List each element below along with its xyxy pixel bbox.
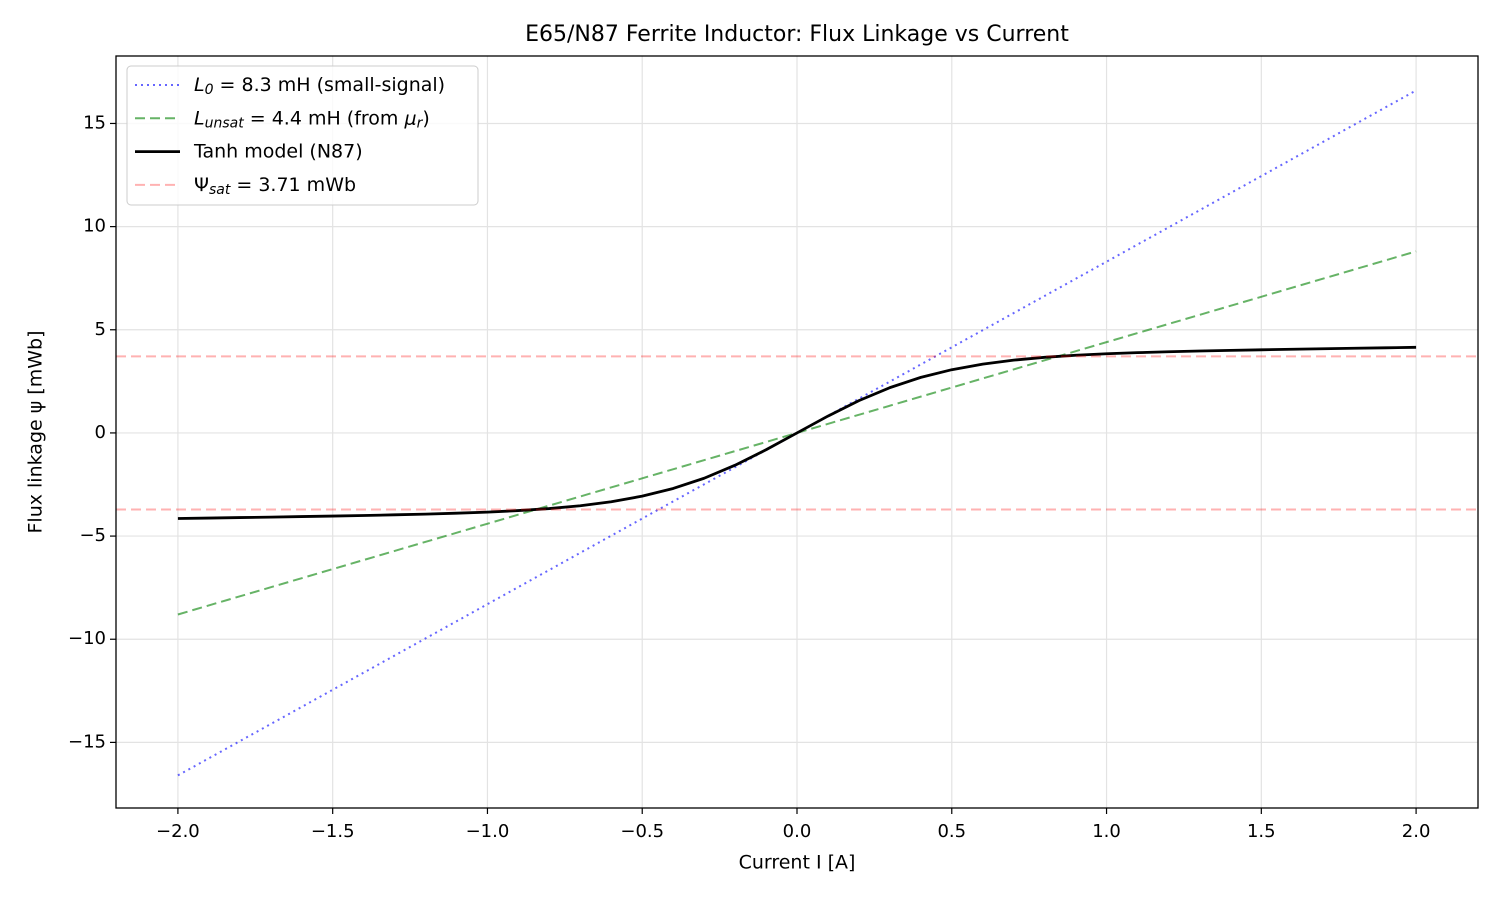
y-axis-label: Flux linkage ψ [mWb] — [25, 331, 47, 534]
legend-label-part: r — [417, 115, 424, 131]
legend-label: Tanh model (N87) — [193, 140, 363, 162]
legend-box — [126, 65, 479, 206]
x-tick-label: 1.5 — [1247, 821, 1276, 842]
legend-label-part: Ψ — [194, 173, 209, 195]
legend-label: Lunsat = 4.4 mH (from μr) — [194, 107, 430, 132]
y-tick-label: 5 — [95, 319, 106, 340]
y-tick-label: 15 — [83, 112, 106, 133]
x-tick-label: 1.0 — [1092, 821, 1121, 842]
legend-label-part: L — [194, 107, 205, 129]
y-tick-label: −15 — [68, 731, 106, 752]
y-tick-label: 10 — [83, 216, 106, 237]
legend-label-part: sat — [209, 182, 231, 198]
chart-title: E65/N87 Ferrite Inductor: Flux Linkage v… — [525, 22, 1069, 47]
plot-area — [116, 89, 1478, 777]
y-tick-label: −5 — [79, 525, 106, 546]
x-tick-label: −2.0 — [156, 821, 200, 842]
legend-label-part: = 8.3 mH (small-signal) — [214, 74, 446, 96]
legend-label-part: unsat — [205, 115, 245, 131]
x-tick-label: −0.5 — [620, 821, 664, 842]
x-tick-label: −1.0 — [466, 821, 510, 842]
legend-label-part: Tanh model (N87) — [193, 140, 363, 162]
line-series — [177, 89, 1417, 777]
legend-label-part: = 4.4 mH (from — [244, 107, 405, 129]
legend-label: L0 = 8.3 mH (small-signal) — [194, 74, 445, 99]
legend-label-part: μ — [403, 107, 416, 129]
x-axis-label: Current I [A] — [739, 852, 856, 874]
legend-label: Ψsat = 3.71 mWb — [194, 173, 356, 198]
legend-label-part: L — [194, 74, 205, 96]
y-tick-label: −10 — [68, 628, 106, 649]
legend-label-part: ) — [422, 107, 429, 129]
x-tick-label: 0.0 — [783, 821, 812, 842]
y-tick-label: 0 — [95, 422, 106, 443]
x-tick-label: 0.5 — [937, 821, 966, 842]
legend: L0 = 8.3 mH (small-signal)Lunsat = 4.4 m… — [126, 65, 479, 206]
legend-label-part: = 3.71 mWb — [230, 173, 356, 195]
line-series — [177, 345, 1417, 520]
x-tick-label: −1.5 — [311, 821, 355, 842]
legend-label-part: 0 — [205, 82, 214, 98]
plot-frame — [115, 55, 1479, 809]
x-tick-label: 2.0 — [1402, 821, 1431, 842]
